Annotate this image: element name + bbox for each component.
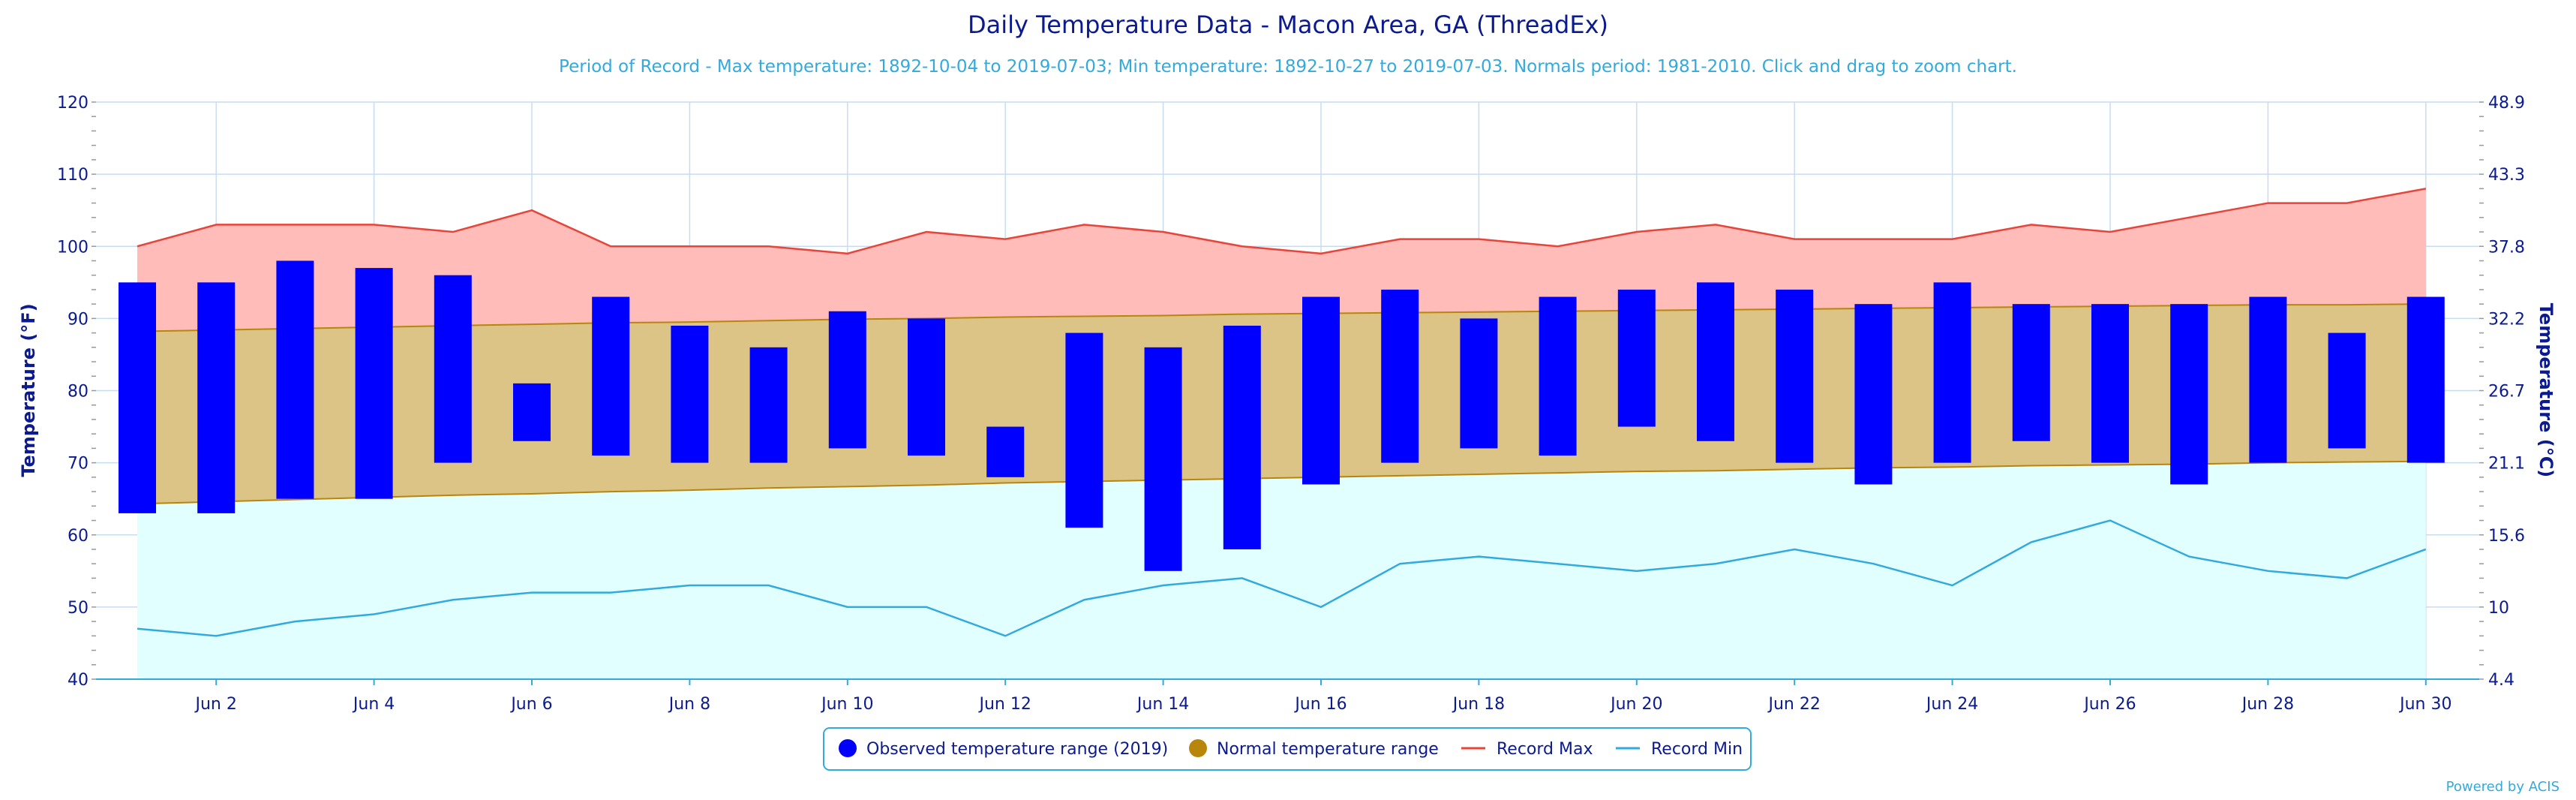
left-y-tick-label: 110 (57, 166, 89, 185)
right-y-axis-title: Temperature (°C) (2535, 303, 2556, 478)
observed-bar-jun-1[interactable] (119, 282, 156, 513)
observed-bar-jun-18[interactable] (1460, 318, 1498, 449)
normal-min-line (137, 460, 2426, 505)
observed-bars[interactable] (119, 260, 2445, 571)
observed-bar-jun-25[interactable] (2012, 304, 2050, 441)
left-y-axis-title: Temperature (°F) (18, 303, 39, 477)
x-tick-label: Jun 12 (978, 695, 1031, 714)
legend-box (823, 727, 1752, 771)
legend-label-record-min: Record Min (1651, 740, 1743, 759)
x-tick-label: Jun 22 (1767, 695, 1821, 714)
legend-label-normal: Normal temperature range (1217, 740, 1439, 759)
x-tick-label: Jun 16 (1293, 695, 1347, 714)
left-y-tick-label: 90 (68, 310, 89, 329)
right-y-tick-label: 26.7 (2488, 383, 2525, 402)
observed-bar-jun-8[interactable] (671, 325, 709, 463)
x-tick-label: Jun 28 (2241, 695, 2294, 714)
observed-bar-jun-5[interactable] (434, 275, 472, 463)
observed-bar-jun-22[interactable] (1776, 289, 1814, 463)
legend-label-record-max: Record Max (1497, 740, 1593, 759)
left-y-tick-label: 50 (68, 599, 89, 618)
right-y-tick-label: 37.8 (2488, 238, 2525, 257)
record-min-line[interactable] (137, 519, 2427, 637)
legend: Observed temperature range (2019) Normal… (823, 727, 1752, 771)
x-tick-label: Jun 26 (2082, 695, 2136, 714)
credit-text[interactable]: Powered by ACIS (2446, 779, 2559, 795)
x-tick-label: Jun 6 (509, 695, 552, 714)
observed-bar-jun-7[interactable] (592, 296, 630, 456)
observed-bar-jun-14[interactable] (1144, 347, 1182, 571)
x-tick-label: Jun 14 (1136, 695, 1189, 714)
legend-item-record-max[interactable]: Record Max (1461, 740, 1593, 759)
observed-bar-jun-2[interactable] (197, 282, 236, 513)
x-tick-label: Jun 30 (2398, 695, 2451, 714)
record-min-band (137, 461, 2426, 679)
left-y-tick-label: 80 (68, 383, 89, 402)
normal-range-band (137, 304, 2426, 504)
legend-marker-normal (1189, 739, 1207, 757)
left-y-tick-label: 100 (57, 238, 89, 257)
x-tick-label: Jun 24 (1925, 695, 1978, 714)
observed-bar-jun-3[interactable] (276, 260, 314, 499)
x-tick-label: Jun 8 (668, 695, 710, 714)
observed-bar-jun-24[interactable] (1933, 282, 1971, 463)
x-ticks: Jun 2 Jun 4 Jun 6 Jun 8 Jun 10 Jun 12 Jun 14 Ju… (194, 679, 2451, 714)
observed-bar-jun-23[interactable] (1854, 304, 1893, 485)
legend-marker-observed (839, 739, 857, 757)
observed-bar-jun-16[interactable] (1302, 296, 1340, 485)
chart-title: Daily Temperature Data - Macon Area, GA … (968, 11, 1608, 39)
right-y-tick-label: 4.4 (2488, 671, 2514, 690)
observed-bar-jun-6[interactable] (513, 383, 551, 441)
axes (92, 101, 2484, 680)
observed-bar-jun-17[interactable] (1381, 289, 1419, 463)
right-y-tick-label: 43.3 (2488, 166, 2525, 185)
observed-bar-jun-10[interactable] (828, 311, 866, 449)
observed-bar-jun-4[interactable] (355, 268, 393, 499)
legend-item-record-min[interactable]: Record Min (1616, 740, 1743, 759)
observed-bar-jun-9[interactable] (749, 347, 788, 463)
legend-item-normal[interactable]: Normal temperature range (1189, 739, 1439, 759)
x-tick-label: Jun 20 (1609, 695, 1662, 714)
observed-bar-jun-27[interactable] (2170, 304, 2208, 485)
observed-bar-jun-15[interactable] (1223, 325, 1261, 549)
right-y-tick-label: 15.6 (2488, 527, 2525, 546)
observed-bar-jun-29[interactable] (2328, 332, 2366, 449)
left-y-tick-label: 60 (68, 527, 89, 546)
left-y-tick-label: 120 (57, 94, 89, 113)
range-areas (137, 188, 2426, 679)
right-y-tick-label: 32.2 (2488, 310, 2525, 329)
right-y-ticks: 4.4 10 15.6 21.1 26.7 32.2 37.8 43.3 48.9 (2488, 94, 2525, 690)
observed-bar-jun-19[interactable] (1539, 296, 1577, 456)
x-tick-label: Jun 4 (352, 695, 395, 714)
record-max-line[interactable] (137, 188, 2427, 255)
record-max-band (137, 188, 2426, 332)
left-y-tick-label: 40 (68, 671, 89, 690)
chart-subtitle: Period of Record - Max temperature: 1892… (559, 57, 2017, 77)
observed-bar-jun-21[interactable] (1697, 282, 1734, 441)
right-y-tick-label: 10 (2488, 599, 2509, 618)
observed-bar-jun-26[interactable] (2091, 304, 2129, 463)
right-y-tick-label: 48.9 (2488, 94, 2525, 113)
observed-bar-jun-12[interactable] (986, 426, 1025, 477)
x-tick-label: Jun 2 (194, 695, 237, 714)
right-y-tick-label: 21.1 (2488, 455, 2525, 474)
legend-item-observed[interactable]: Observed temperature range (2019) (839, 739, 1168, 759)
observed-bar-jun-20[interactable] (1617, 289, 1656, 427)
observed-bar-jun-30[interactable] (2406, 296, 2445, 463)
legend-label-observed: Observed temperature range (2019) (866, 740, 1168, 759)
x-tick-label: Jun 18 (1452, 695, 1505, 714)
x-tick-label: Jun 10 (820, 695, 873, 714)
left-y-ticks: 40 50 60 70 80 90 100 110 120 (57, 94, 89, 690)
observed-bar-jun-11[interactable] (908, 318, 945, 456)
left-y-tick-label: 70 (68, 455, 89, 474)
observed-bar-jun-13[interactable] (1065, 332, 1103, 528)
observed-bar-jun-28[interactable] (2249, 296, 2287, 463)
